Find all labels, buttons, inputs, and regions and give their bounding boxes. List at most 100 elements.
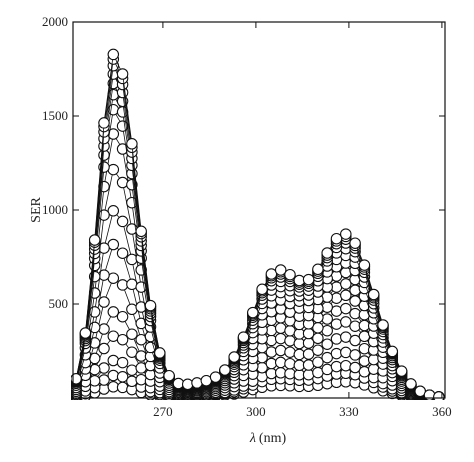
- data-point: [228, 351, 240, 363]
- y-tick-label: 1500: [42, 108, 68, 123]
- x-tick-label: 330: [339, 404, 359, 419]
- data-point: [312, 344, 324, 356]
- data-point: [98, 296, 110, 308]
- data-point: [340, 346, 352, 359]
- data-point: [358, 355, 371, 367]
- data-point: [274, 356, 287, 369]
- data-point: [116, 247, 129, 259]
- data-point: [126, 364, 138, 376]
- data-point: [107, 205, 120, 217]
- data-point: [423, 389, 436, 400]
- data-point: [98, 323, 110, 335]
- data-point: [126, 253, 138, 266]
- x-tick-label: 360: [432, 404, 452, 419]
- data-point: [330, 333, 343, 345]
- data-point: [358, 366, 371, 378]
- x-axis-symbol: λ: [249, 431, 256, 446]
- data-point: [321, 247, 333, 259]
- data-point: [302, 273, 315, 286]
- data-point: [88, 234, 101, 246]
- data-point: [340, 278, 352, 290]
- data-point: [367, 288, 380, 301]
- data-point: [340, 228, 352, 240]
- data-point: [107, 306, 120, 318]
- data-point: [265, 357, 278, 370]
- data-point: [116, 356, 129, 369]
- data-point: [181, 378, 194, 391]
- data-point: [98, 117, 110, 129]
- data-point: [237, 331, 250, 343]
- data-point: [98, 342, 110, 355]
- data-point: [274, 344, 287, 357]
- data-point: [367, 363, 380, 375]
- x-tick-label: 300: [246, 404, 266, 419]
- data-point: [358, 342, 371, 355]
- data-point: [321, 338, 333, 350]
- data-point: [321, 313, 333, 325]
- data-point: [107, 369, 120, 382]
- data-point: [349, 307, 361, 320]
- data-point: [349, 349, 361, 361]
- data-point: [312, 263, 324, 276]
- data-point: [321, 291, 333, 303]
- y-tick-label: 1000: [42, 202, 68, 217]
- data-point: [107, 354, 120, 367]
- data-point: [274, 322, 287, 334]
- data-point: [126, 328, 138, 340]
- data-point: [144, 299, 157, 312]
- data-point: [349, 237, 361, 249]
- data-point: [191, 377, 203, 389]
- data-point: [116, 68, 129, 80]
- data-point: [302, 368, 315, 381]
- data-point: [395, 365, 408, 377]
- data-point: [219, 364, 231, 376]
- data-point: [116, 310, 129, 323]
- data-point: [340, 266, 352, 279]
- series-line: [75, 53, 439, 398]
- data-point: [116, 381, 129, 394]
- series-line: [75, 64, 439, 398]
- data-point: [284, 357, 296, 370]
- data-point: [340, 316, 352, 328]
- data-point: [340, 289, 352, 302]
- y-tick-label: 500: [49, 296, 69, 311]
- x-tick-label: 270: [153, 404, 173, 419]
- data-point: [321, 301, 333, 313]
- data-point: [312, 332, 324, 345]
- data-point: [377, 319, 389, 331]
- data-point: [107, 163, 120, 176]
- data-point: [302, 327, 315, 340]
- series-17: [71, 48, 445, 400]
- data-point: [98, 362, 110, 374]
- data-point: [358, 259, 371, 271]
- data-point: [340, 302, 352, 315]
- x-axis-label: λ (nm): [249, 431, 287, 446]
- data-point: [274, 264, 287, 276]
- data-point: [284, 268, 296, 281]
- data-point: [135, 225, 147, 238]
- data-point: [330, 318, 343, 330]
- ticks-group: 270 300 330 360 500 1000 1500 2000: [42, 14, 452, 419]
- data-point: [116, 333, 129, 346]
- data-point: [126, 138, 138, 150]
- data-point: [116, 215, 129, 228]
- data-point: [116, 176, 129, 189]
- data-point: [135, 362, 147, 374]
- y-tick-label: 2000: [42, 14, 68, 29]
- data-point: [405, 378, 417, 390]
- data-point: [330, 232, 343, 245]
- data-point: [265, 334, 278, 347]
- data-point: [349, 361, 361, 374]
- data-point: [340, 359, 352, 372]
- data-point: [163, 369, 175, 382]
- data-point: [284, 346, 296, 358]
- series-group: [71, 48, 445, 400]
- data-point: [349, 334, 361, 347]
- data-point: [256, 283, 268, 296]
- data-point: [116, 371, 129, 383]
- data-point: [312, 356, 324, 368]
- data-point: [79, 327, 92, 339]
- data-point: [433, 391, 445, 400]
- data-point: [154, 347, 166, 359]
